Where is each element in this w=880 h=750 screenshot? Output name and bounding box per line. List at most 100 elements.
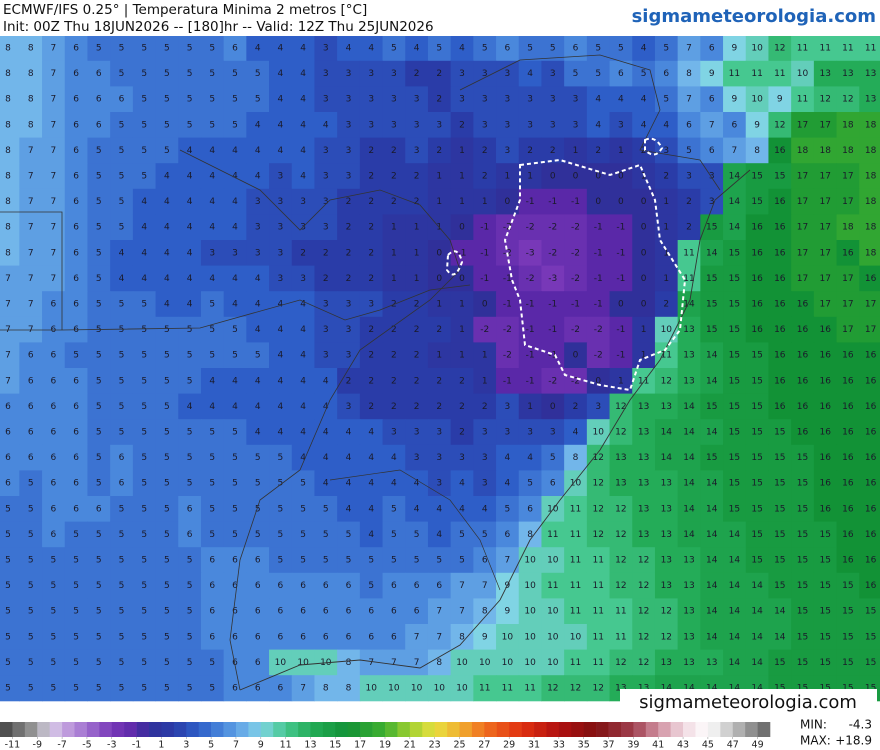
- temperature-value: 2: [686, 197, 692, 207]
- temperature-value: 3: [459, 453, 465, 463]
- temperature-value: 14: [706, 530, 718, 540]
- temperature-value: 13: [683, 658, 694, 668]
- temperature-cell: [337, 572, 361, 599]
- temperature-value: 5: [96, 453, 102, 463]
- temperature-value: -2: [571, 223, 580, 233]
- temperature-value: 4: [141, 274, 147, 284]
- temperature-cell: [132, 342, 157, 369]
- temperature-value: 2: [391, 172, 397, 182]
- temperature-cell: [745, 342, 769, 369]
- temperature-value: 3: [323, 172, 329, 182]
- temperature-cell: [110, 60, 134, 87]
- temperature-cell: [87, 624, 111, 651]
- temperature-cell: [473, 240, 497, 267]
- temperature-value: 5: [5, 581, 11, 591]
- temperature-value: 2: [368, 223, 374, 233]
- temperature-cell: [564, 86, 588, 113]
- temperature-value: 4: [232, 146, 238, 156]
- colorbar-swatch: [521, 722, 535, 737]
- temperature-value: 5: [164, 632, 170, 642]
- temperature-cell: [541, 521, 565, 548]
- temperature-cell: [155, 393, 179, 420]
- colorbar-label: 7: [233, 740, 239, 750]
- temperature-value: 10: [751, 44, 763, 54]
- temperature-cell: [155, 444, 179, 471]
- temperature-value: 4: [663, 120, 669, 130]
- temperature-cell: [791, 36, 815, 62]
- colorbar-swatch: [409, 722, 423, 737]
- temperature-value: 15: [729, 300, 740, 310]
- colorbar-swatch: [161, 722, 175, 737]
- temperature-value: 3: [323, 325, 329, 335]
- temperature-value: 6: [73, 274, 79, 284]
- temperature-cell: [745, 444, 769, 471]
- temperature-value: 15: [797, 607, 808, 617]
- temperature-value: 3: [459, 95, 465, 105]
- temperature-cell: [496, 547, 520, 574]
- temperature-value: 16: [774, 402, 786, 412]
- temperature-cell: [19, 419, 43, 446]
- temperature-cell: [110, 342, 134, 369]
- temperature-value: 4: [346, 428, 352, 438]
- temperature-value: 6: [51, 530, 57, 540]
- colorbar-swatch: [322, 722, 336, 737]
- temperature-value: 13: [615, 479, 626, 489]
- temperature-cell: [382, 60, 406, 87]
- temperature-value: 12: [615, 428, 626, 438]
- temperature-value: 5: [51, 607, 57, 617]
- temperature-cell: [609, 188, 633, 215]
- colorbar-label: -11: [5, 740, 21, 750]
- temperature-cell: [246, 624, 270, 651]
- temperature-cell: [132, 521, 157, 548]
- temperature-value: 4: [278, 325, 284, 335]
- temperature-cell: [382, 112, 406, 139]
- temperature-value: 17: [865, 300, 876, 310]
- temperature-value: 5: [141, 684, 147, 694]
- temperature-cell: [0, 240, 20, 267]
- temperature-value: 7: [51, 120, 57, 130]
- temperature-value: 2: [527, 146, 533, 156]
- temperature-cell: [405, 521, 429, 548]
- temperature-value: 13: [638, 428, 649, 438]
- temperature-cell: [178, 470, 202, 497]
- temperature-value: 7: [5, 300, 11, 310]
- temperature-value: 15: [842, 581, 853, 591]
- temperature-cell: [700, 214, 724, 241]
- temperature-value: 17: [865, 325, 876, 335]
- temperature-value: -2: [571, 325, 580, 335]
- temperature-cell: [518, 112, 542, 139]
- temperature-cell: [42, 60, 66, 87]
- temperature-value: 6: [300, 581, 306, 591]
- temperature-value: -2: [503, 223, 512, 233]
- temperature-value: 3: [505, 95, 511, 105]
- temperature-cell: [677, 163, 701, 190]
- temperature-value: 13: [638, 402, 649, 412]
- temperature-cell: [654, 368, 679, 395]
- temperature-cell: [564, 163, 588, 190]
- temperature-cell: [791, 496, 815, 523]
- temperature-value: 16: [865, 556, 877, 566]
- colorbar-swatch: [298, 722, 311, 737]
- temperature-cell: [200, 342, 225, 369]
- temperature-value: 6: [73, 376, 79, 386]
- colorbar-swatch: [695, 722, 709, 737]
- temperature-value: 6: [73, 428, 79, 438]
- temperature-value: 5: [141, 376, 147, 386]
- temperature-cell: [836, 598, 860, 625]
- temperature-value: 5: [391, 504, 397, 514]
- colorbar-label: 37: [603, 740, 615, 750]
- colorbar-swatch: [471, 722, 485, 737]
- temperature-value: 16: [842, 504, 854, 514]
- site-link[interactable]: sigmameteorologia.com: [632, 6, 876, 27]
- temperature-value: 13: [661, 504, 672, 514]
- temperature-value: 11: [615, 632, 626, 642]
- temperature-cell: [813, 521, 838, 548]
- temperature-cell: [745, 36, 769, 62]
- colorbar-label: 5: [208, 740, 214, 750]
- temperature-cell: [427, 188, 452, 215]
- temperature-cell: [654, 444, 679, 471]
- temperature-value: -1: [548, 325, 557, 335]
- temperature-cell: [836, 470, 860, 497]
- temperature-value: 3: [323, 44, 329, 54]
- temperature-value: 11: [592, 632, 603, 642]
